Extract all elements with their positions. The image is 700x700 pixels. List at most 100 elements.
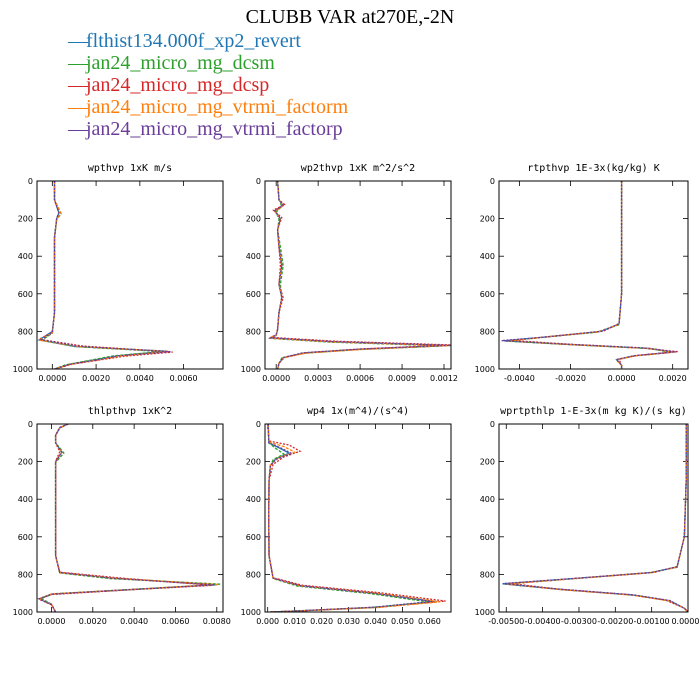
x-tick-label: 0.000 <box>256 617 279 626</box>
x-tick-label: 0.050 <box>391 617 414 626</box>
x-tick-label: 0.0040 <box>120 617 148 626</box>
series-line <box>502 424 688 612</box>
x-tick-label: 0.010 <box>283 617 306 626</box>
legend-label: flthist134.000f_xp2_revert <box>86 30 301 52</box>
legend-label: jan24_micro_mg_vtrmi_factorp <box>86 118 343 140</box>
y-tick-label: 200 <box>246 458 261 467</box>
x-tick-label: 0.0020 <box>659 374 687 383</box>
y-tick-label: 800 <box>480 570 495 579</box>
legend-dash-icon: — <box>68 118 88 140</box>
y-tick-label: 600 <box>18 533 33 542</box>
y-tick-label: 1000 <box>13 608 33 617</box>
series-line <box>506 424 688 612</box>
x-tick-label: -0.00200 <box>597 617 633 626</box>
x-tick-label: 0.0040 <box>126 374 154 383</box>
legend-dash-icon: — <box>68 30 88 52</box>
y-tick-label: 0 <box>490 420 495 429</box>
panel-4: thlpthvp 1xK^2 0 200 400 600 800 1000 0.0000 0.0… <box>13 406 231 626</box>
x-tick-label: 0.0080 <box>203 617 231 626</box>
plot-frame <box>36 423 224 613</box>
series-line <box>37 424 213 612</box>
panel-6: wprtpthlp 1-E-3x(m kg K)/(s kg) 0 200 400 60… <box>475 406 700 626</box>
legend-label: jan24_micro_mg_dcsm <box>86 52 275 74</box>
x-tick-label: 0.0020 <box>82 374 110 383</box>
panel-title: wprtpthlp 1-E-3x(m kg K)/(s kg) <box>500 406 687 417</box>
y-tick-label: 1000 <box>475 608 495 617</box>
y-tick-label: 0 <box>28 420 33 429</box>
series-line <box>509 181 673 369</box>
y-tick-label: 1000 <box>13 365 33 374</box>
y-tick-label: 600 <box>18 290 33 299</box>
x-tick-label: -0.0040 <box>504 374 535 383</box>
x-tick-label: 0.0060 <box>161 617 189 626</box>
series-line <box>268 181 447 369</box>
series-line <box>37 181 169 369</box>
series-line <box>268 181 451 369</box>
panel-3: rtpthvp 1E-3x(kg/kg) K02004006008001000-… <box>475 163 689 383</box>
x-tick-label: 0.0000 <box>262 374 290 383</box>
plot-frame <box>264 423 452 613</box>
x-tick-label: 0.040 <box>364 617 387 626</box>
series-line <box>506 424 688 612</box>
panel-title: wp4 1x(m^4)/(s^4) <box>307 406 409 417</box>
legend-item: —flthist134.000f_xp2_revert <box>68 30 348 52</box>
panel-title: wpthvp 1xK m/s <box>88 163 172 174</box>
x-tick-label: -0.00100 <box>634 617 670 626</box>
y-tick-label: 1000 <box>475 365 495 374</box>
x-tick-label: 0.060 <box>418 617 441 626</box>
x-tick-label: 0.0020 <box>79 617 107 626</box>
legend: —flthist134.000f_xp2_revert —jan24_micro… <box>68 30 348 140</box>
legend-dash-icon: — <box>68 96 88 118</box>
y-tick-label: 800 <box>480 327 495 336</box>
y-tick-label: 200 <box>480 215 495 224</box>
y-tick-label: 400 <box>18 495 33 504</box>
y-tick-label: 800 <box>246 327 261 336</box>
y-tick-label: 0 <box>490 177 495 186</box>
panel-title: thlpthvp 1xK^2 <box>88 406 172 417</box>
x-tick-label: 0.0009 <box>388 374 416 383</box>
y-tick-label: 400 <box>480 495 495 504</box>
series-line <box>506 181 671 369</box>
x-tick-label: 0.0000 <box>37 617 65 626</box>
y-tick-label: 200 <box>18 215 33 224</box>
x-tick-label: 0.0006 <box>346 374 374 383</box>
y-tick-label: 600 <box>246 290 261 299</box>
series-line <box>267 424 433 612</box>
legend-label: jan24_micro_mg_vtrmi_factorm <box>86 96 349 118</box>
figure-title: CLUBB VAR at270E,-2N <box>245 6 455 28</box>
series-line <box>504 181 673 369</box>
x-tick-label: 0.020 <box>310 617 333 626</box>
series-line <box>502 424 688 612</box>
y-tick-label: 600 <box>480 533 495 542</box>
y-tick-label: 0 <box>256 177 261 186</box>
y-tick-label: 1000 <box>241 608 261 617</box>
legend-dash-icon: — <box>68 52 88 74</box>
legend-item: —jan24_micro_mg_dcsm <box>68 52 348 74</box>
panel-title: wp2thvp 1xK m^2/s^2 <box>301 163 415 174</box>
legend-item: —jan24_micro_mg_dcsp <box>68 74 348 96</box>
y-tick-label: 600 <box>480 290 495 299</box>
y-tick-label: 800 <box>18 327 33 336</box>
y-tick-label: 1000 <box>241 365 261 374</box>
panel-2: wp2thvp 1xK m^2/s^2020040060080010000.00… <box>241 163 458 383</box>
y-tick-label: 400 <box>246 495 261 504</box>
plot-frame <box>264 180 452 370</box>
series-line <box>268 181 445 369</box>
series-line <box>39 181 171 369</box>
y-tick-label: 400 <box>18 252 33 261</box>
legend-dash-icon: — <box>68 74 88 96</box>
x-tick-label: 0.0000 <box>38 374 66 383</box>
x-tick-label: 0.030 <box>337 617 360 626</box>
y-tick-label: 800 <box>18 570 33 579</box>
plot-frame <box>36 180 224 370</box>
panel-title: rtpthvp 1E-3x(kg/kg) K <box>527 163 659 174</box>
plot-frame <box>498 423 689 613</box>
series-line <box>511 181 678 369</box>
legend-item: —jan24_micro_mg_vtrmi_factorm <box>68 96 348 118</box>
series-line <box>270 181 451 369</box>
series-line <box>509 424 688 612</box>
